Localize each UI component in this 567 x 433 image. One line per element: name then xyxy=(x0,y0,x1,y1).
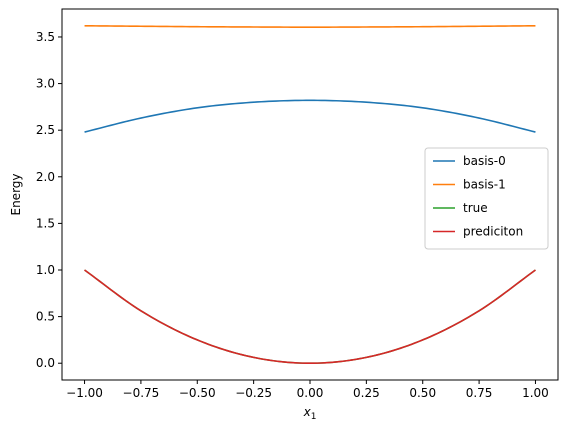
y-tick-label: 2.5 xyxy=(36,123,55,137)
x-tick-label: −1.00 xyxy=(66,386,103,400)
x-tick-label: −0.75 xyxy=(123,386,160,400)
y-tick-label: 0.5 xyxy=(36,310,55,324)
x-axis-label: x1 xyxy=(303,405,317,422)
series-layer xyxy=(84,24,536,365)
legend-label: basis-1 xyxy=(463,178,506,192)
y-tick-label: 3.0 xyxy=(36,77,55,91)
x-tick-label: 0.00 xyxy=(297,386,324,400)
x-tick-label: 0.50 xyxy=(409,386,436,400)
series-line-true xyxy=(84,269,536,365)
y-tick-label: 1.5 xyxy=(36,216,55,230)
series-line-basis-0 xyxy=(84,99,536,133)
y-tick-label: 2.0 xyxy=(36,170,55,184)
legend-label: prediciton xyxy=(463,225,523,239)
x-tick-label: 0.75 xyxy=(466,386,493,400)
x-tick-label: 0.25 xyxy=(353,386,380,400)
y-tick-label: 3.5 xyxy=(36,30,55,44)
x-tick-label: −0.50 xyxy=(179,386,216,400)
y-tick-label: 1.0 xyxy=(36,263,55,277)
x-axis-label-subscript: 1 xyxy=(311,412,317,422)
y-axis-label: Energy xyxy=(9,173,23,215)
legend-label: true xyxy=(463,201,488,215)
x-axis: −1.00 −0.75 −0.50 −0.25 0.00 0.25 0.50 0.75 1.00 xyxy=(66,380,549,400)
x-tick-label: −0.25 xyxy=(235,386,272,400)
series-line-basis-1 xyxy=(84,24,536,28)
legend-label: basis-0 xyxy=(463,154,506,168)
x-axis-label-main: x xyxy=(303,405,312,419)
series-line-prediciton xyxy=(84,269,536,365)
y-axis: 0.0 0.5 1.0 1.5 2.0 2.5 3.0 3.5 xyxy=(36,30,62,370)
legend-box xyxy=(424,147,549,250)
y-tick-label: 0.0 xyxy=(36,356,55,370)
legend: basis-0 basis-1 true prediciton xyxy=(424,147,549,250)
x-tick-label: 1.00 xyxy=(522,386,549,400)
